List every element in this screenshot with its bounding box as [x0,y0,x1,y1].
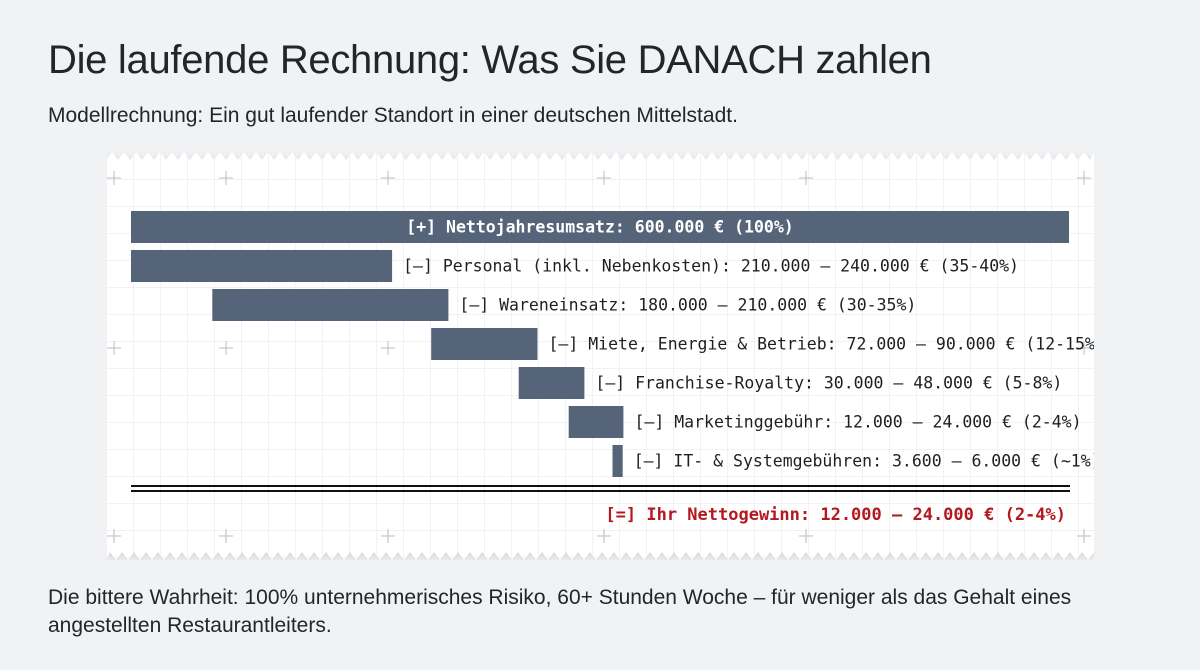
grid-cross [799,171,813,185]
bar-label: [–] Personal (inkl. Nebenkosten): 210.00… [403,257,1019,276]
receipt-chart: [+] Nettojahresumsatz: 600.000 € (100%) [… [106,152,1094,560]
waterfall-bar [518,367,585,399]
grid-cross [219,171,233,185]
waterfall-bar [131,211,1069,243]
bars-group [131,211,1069,477]
grid-cross [381,341,395,355]
grid-cross [381,171,395,185]
waterfall-bar [612,445,623,477]
bar-label: [+] Nettojahresumsatz: 600.000 € (100%) [406,218,793,237]
labels-group: [+] Nettojahresumsatz: 600.000 € (100%) [… [403,218,1094,471]
grid-cross [219,529,233,543]
grid-cross [107,341,121,355]
page-title: Die laufende Rechnung: Was Sie DANACH za… [48,38,932,82]
bar-label: [–] Wareneinsatz: 180.000 – 210.000 € (3… [459,296,916,315]
grid-cross [1077,171,1091,185]
waterfall-bar [212,289,449,321]
waterfall-bar [431,328,538,360]
grid-crosses [107,171,1091,543]
waterfall-bar [131,250,393,282]
grid-cross [1077,529,1091,543]
grid-cross [381,529,395,543]
grid-cross [107,171,121,185]
grid-cross [799,529,813,543]
page-subtitle: Modellrechnung: Ein gut laufender Stando… [48,104,738,127]
footer-note: Die bittere Wahrheit: 100% unternehmeris… [48,586,1072,637]
bar-label: [–] Miete, Energie & Betrieb: 72.000 – 9… [549,335,1095,354]
grid-cross [107,529,121,543]
bar-label: [–] Marketinggebühr: 12.000 – 24.000 € (… [635,413,1082,432]
grid-cross [1077,341,1091,355]
grid-cross [597,529,611,543]
bar-label: [–] Franchise-Royalty: 30.000 – 48.000 €… [595,374,1062,393]
waterfall-bar [568,406,624,438]
waterfall-chart: [+] Nettojahresumsatz: 600.000 € (100%) [… [106,152,1094,560]
grid-cross [597,171,611,185]
result-label: [=] Ihr Nettogewinn: 12.000 – 24.000 € (… [605,505,1066,525]
grid-cross [219,341,233,355]
bar-label: [–] IT- & Systemgebühren: 3.600 – 6.000 … [634,452,1094,471]
